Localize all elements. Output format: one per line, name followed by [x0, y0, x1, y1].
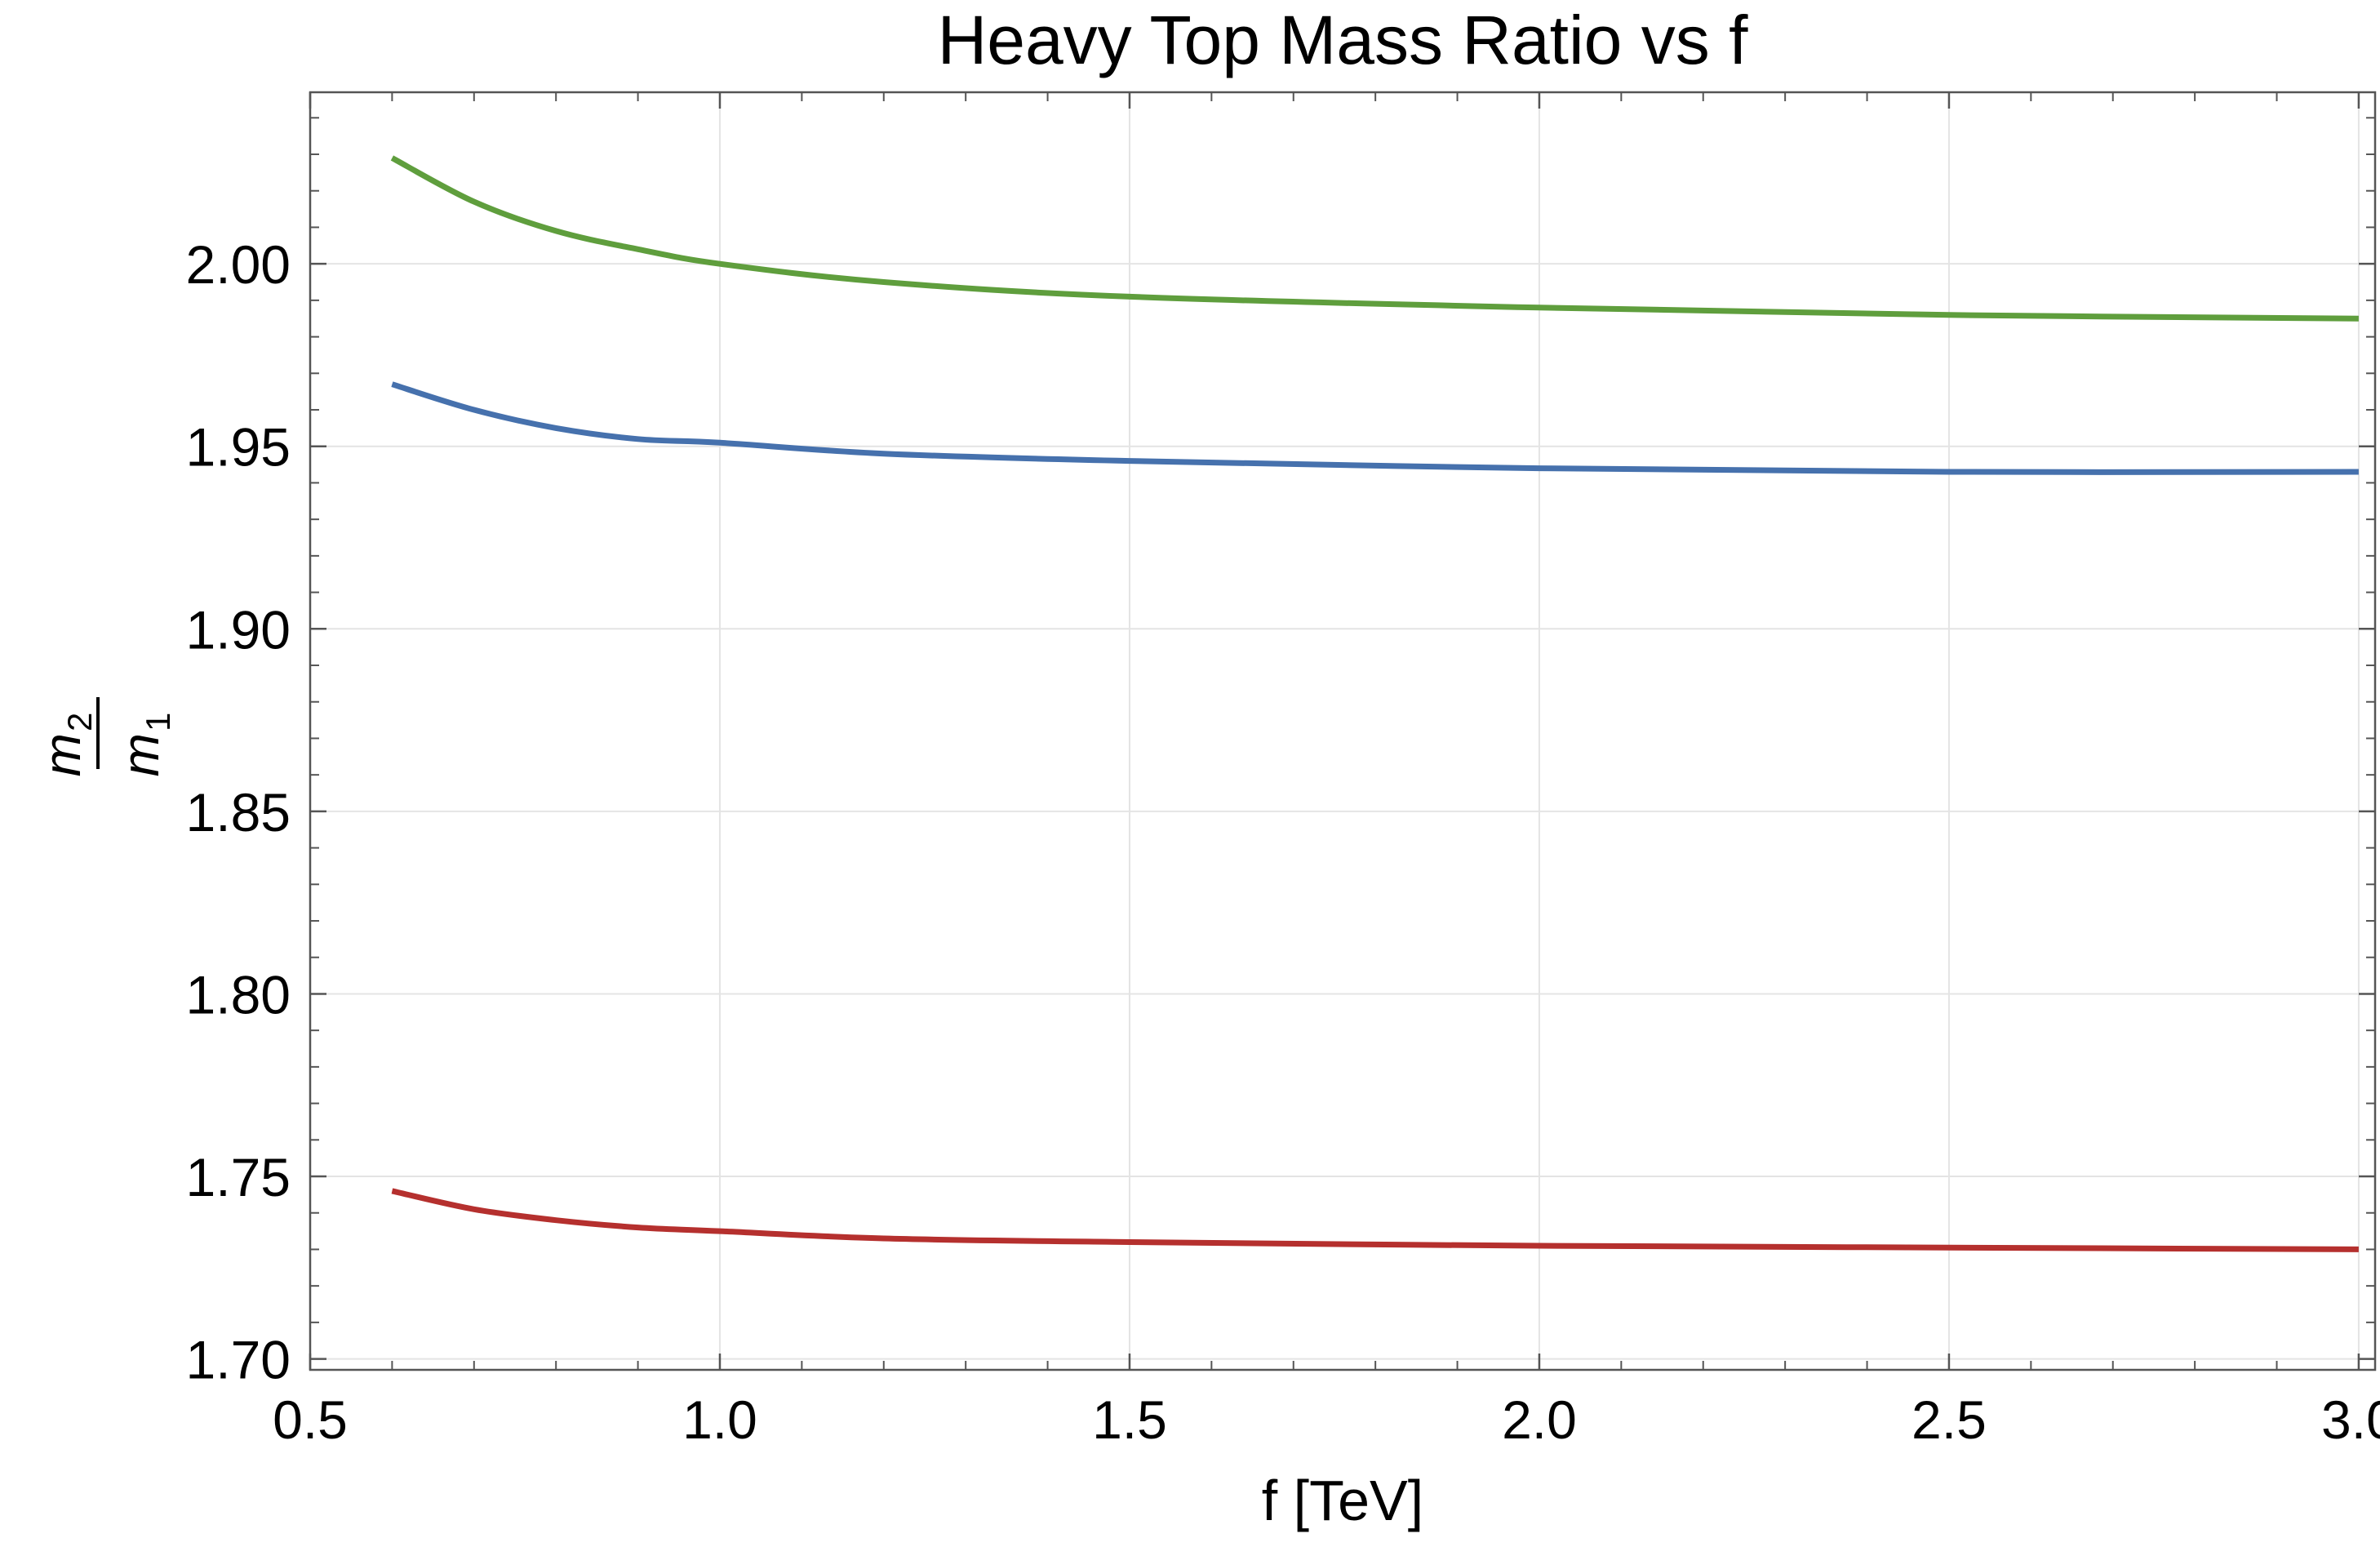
x-tick-label: 0.5 [273, 1389, 348, 1450]
y-tick-label: 1.70 [186, 1330, 291, 1390]
y-label-denominator-sub: 1 [139, 713, 177, 731]
x-tick-label: 2.0 [1502, 1389, 1577, 1450]
y-tick-labels: 1.70 1.75 1.80 1.85 1.90 1.95 2.00 [186, 234, 291, 1389]
y-label-numerator-sub: 2 [60, 713, 99, 731]
y-tick-label: 1.90 [186, 599, 291, 660]
series-group [390, 155, 2359, 1252]
y-label-denominator: m [111, 733, 170, 776]
x-tick-label: 3.0 [2321, 1389, 2380, 1450]
y-tick-label: 1.95 [186, 417, 291, 478]
x-tick-label: 1.5 [1092, 1389, 1167, 1450]
y-tick-label: 2.00 [186, 234, 291, 295]
series-line-3 [391, 1188, 2359, 1252]
y-tick-label: 1.75 [186, 1147, 291, 1207]
y-axis-label: m 2 m 1 [33, 697, 177, 776]
x-axis-label: f [TeV] [1262, 1469, 1423, 1532]
plot-frame [309, 91, 2377, 1371]
x-tick-label: 2.5 [1912, 1389, 1987, 1450]
y-tick-label: 1.80 [186, 964, 291, 1025]
chart-title: Heavy Top Mass Ratio vs f [938, 2, 1748, 78]
x-tick-labels: 0.5 1.0 1.5 2.0 2.5 3.0 [273, 1389, 2380, 1450]
x-tick-label: 1.0 [682, 1389, 757, 1450]
y-label-numerator: m [33, 733, 91, 776]
series-line-1 [390, 155, 2359, 322]
y-tick-label: 1.85 [186, 782, 291, 842]
tick-marks [309, 92, 2375, 1370]
grid-lines [309, 92, 2375, 1370]
series-line-2 [391, 381, 2359, 475]
